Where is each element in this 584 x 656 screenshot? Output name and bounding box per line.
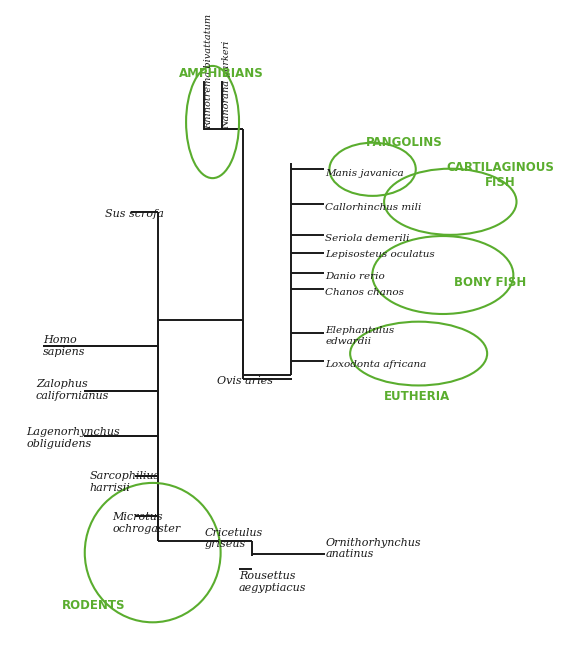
Text: RODENTS: RODENTS xyxy=(62,600,125,612)
Text: Sarcophilius
harrisii: Sarcophilius harrisii xyxy=(89,471,159,493)
Text: Microtus
ochrogaster: Microtus ochrogaster xyxy=(112,512,180,534)
Text: Manis javanica: Manis javanica xyxy=(325,169,404,178)
Text: Rousettus
aegyptiacus: Rousettus aegyptiacus xyxy=(239,571,307,593)
Text: Elephantulus
edwardii: Elephantulus edwardii xyxy=(325,326,395,346)
Text: EUTHERIA: EUTHERIA xyxy=(384,390,451,403)
Text: Zalophus
californianus: Zalophus californianus xyxy=(36,379,109,401)
Text: CARTILAGINOUS
FISH: CARTILAGINOUS FISH xyxy=(446,161,554,189)
Text: PANGOLINS: PANGOLINS xyxy=(366,136,443,149)
Text: Rhinotrema bivattatum: Rhinotrema bivattatum xyxy=(204,14,214,129)
Text: BONY FISH: BONY FISH xyxy=(454,276,527,289)
Text: Chanos chanos: Chanos chanos xyxy=(325,288,404,297)
Text: Danio rerio: Danio rerio xyxy=(325,272,385,281)
Text: Sus scrofa: Sus scrofa xyxy=(105,209,164,218)
Text: Cricetulus
griseus: Cricetulus griseus xyxy=(204,527,263,549)
Text: Ovis aries: Ovis aries xyxy=(217,377,273,386)
Text: Homo
sapiens: Homo sapiens xyxy=(43,335,86,357)
Text: Lepisosteus oculatus: Lepisosteus oculatus xyxy=(325,251,435,259)
Text: Seriola demerili: Seriola demerili xyxy=(325,234,410,243)
Text: Callorhinchus mili: Callorhinchus mili xyxy=(325,203,422,212)
Text: AMPHIBIANS: AMPHIBIANS xyxy=(179,66,264,79)
Text: Lagenorhynchus
obliguidens: Lagenorhynchus obliguidens xyxy=(26,427,120,449)
Text: Loxodonta africana: Loxodonta africana xyxy=(325,359,427,369)
Text: Ornithorhynchus
anatinus: Ornithorhynchus anatinus xyxy=(325,538,421,560)
Text: Nanorana parkeri: Nanorana parkeri xyxy=(222,41,231,129)
